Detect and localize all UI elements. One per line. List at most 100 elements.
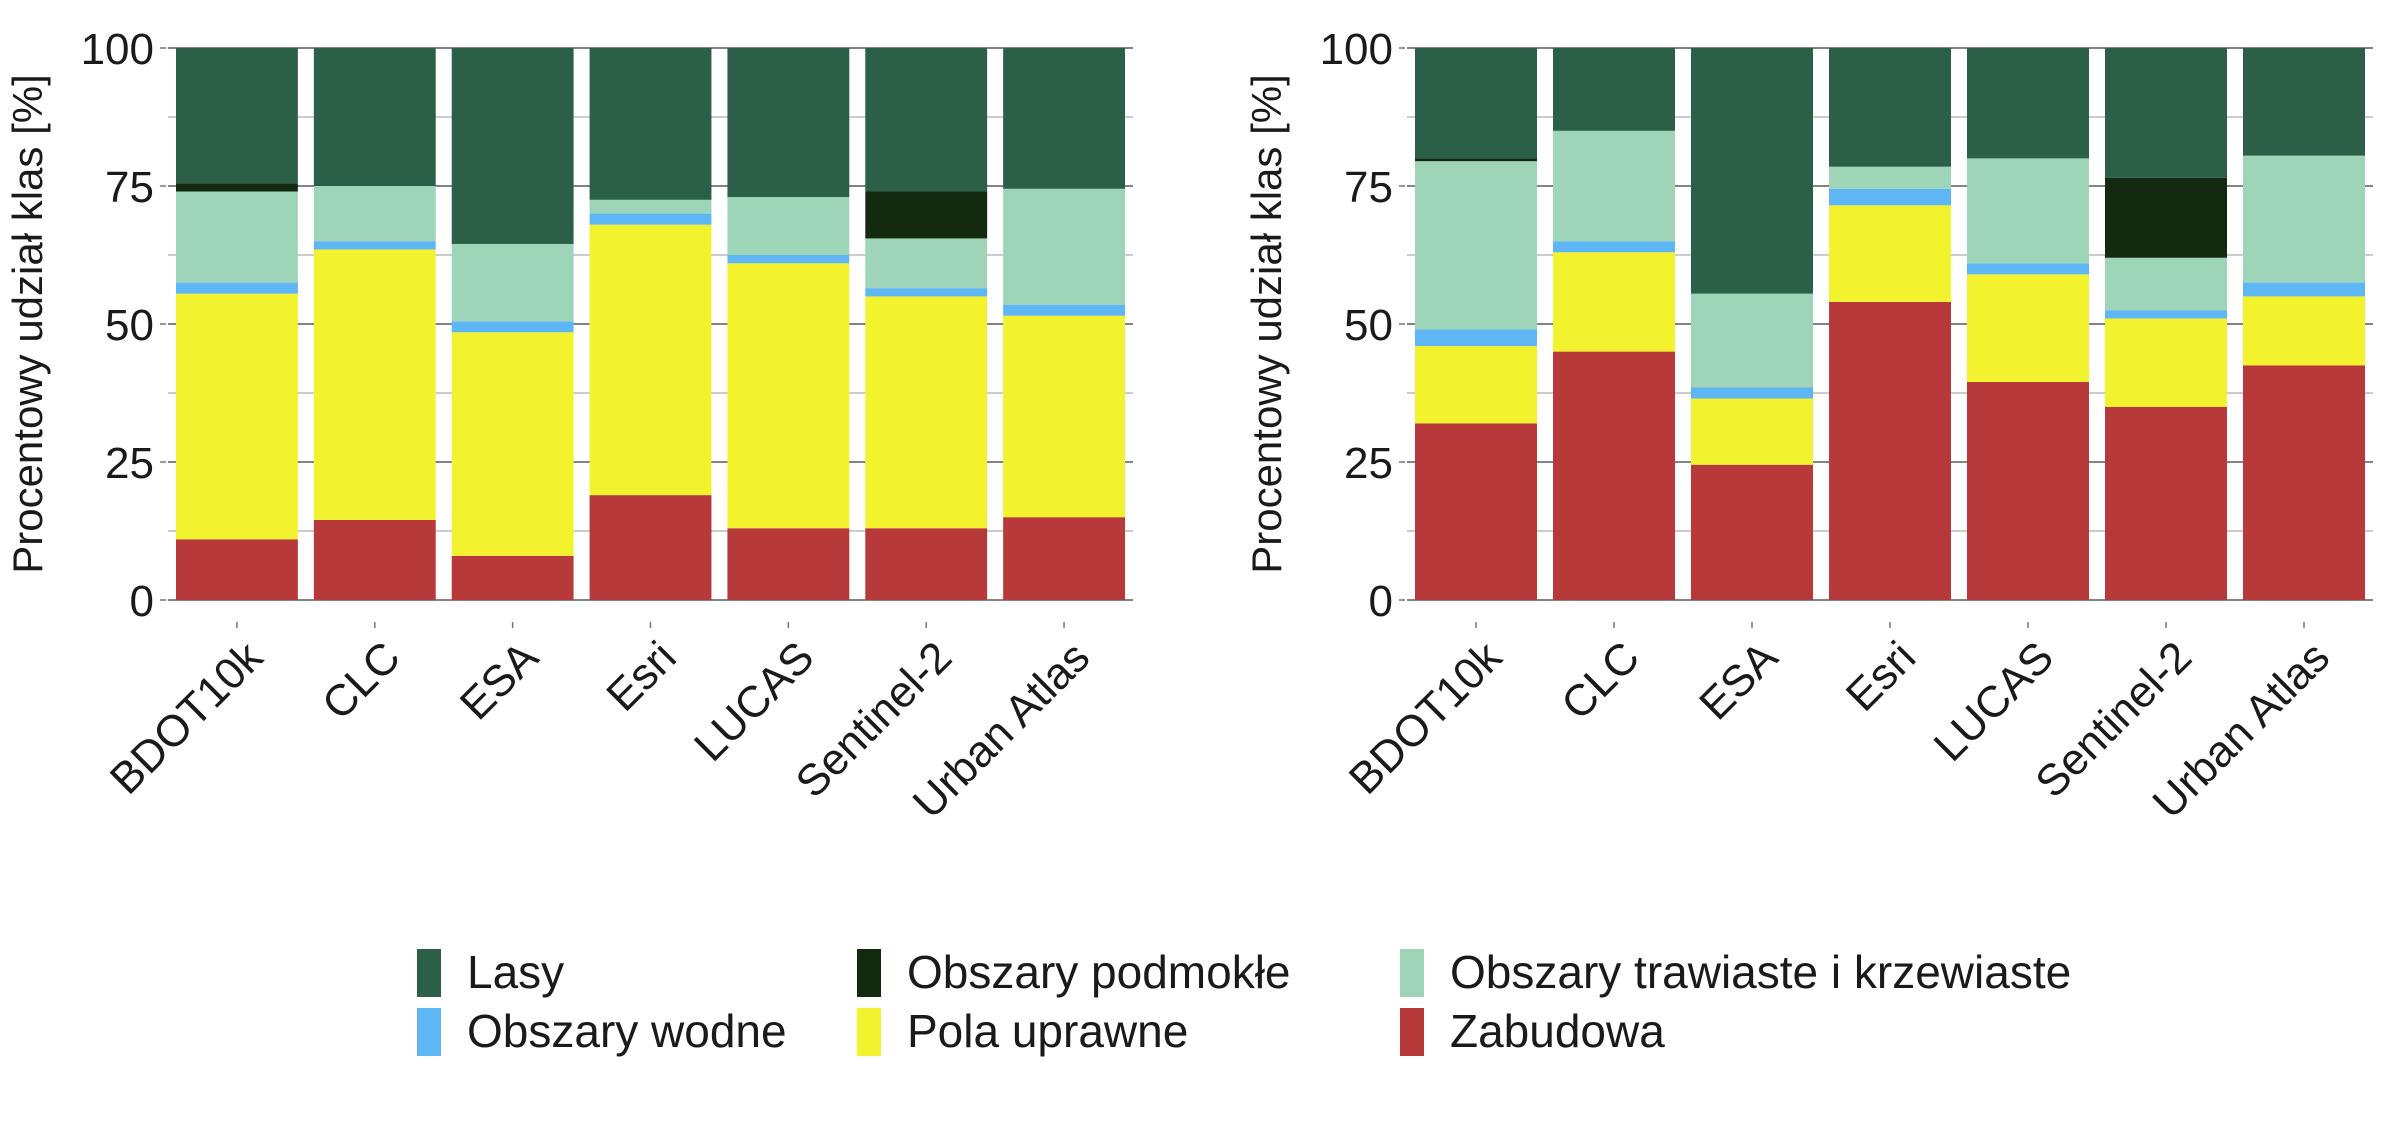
- bar-segment-zabudowa: [1553, 351, 1675, 600]
- bar-segment-obszary-wodne: [1553, 241, 1675, 253]
- legend-swatch-obszary-podmokłe: [857, 949, 881, 997]
- bar-segment-pola-uprawne: [313, 249, 436, 520]
- bar-segment-zabudowa: [865, 528, 988, 600]
- bar-segment-zabudowa: [1691, 464, 1813, 600]
- y-tick-label: 50: [1344, 301, 1393, 350]
- bar-segment-obszary-trawiaste-i-krzewiaste: [1003, 188, 1125, 305]
- bar-segment-obszary-wodne: [1967, 263, 2089, 275]
- bar-segment-pola-uprawne: [1829, 205, 1951, 302]
- x-tick-label: CLC: [1552, 632, 1649, 729]
- bar-segment-obszary-wodne: [313, 241, 436, 250]
- bar-segment-pola-uprawne: [1691, 398, 1813, 465]
- bar-segment-zabudowa: [1415, 423, 1537, 600]
- bar-segment-lasy: [2105, 48, 2227, 178]
- legend: Lasy Obszary wodne Obszary podmokłe Pola up…: [417, 946, 2071, 1057]
- legend-swatch-zabudowa: [1400, 1008, 1424, 1056]
- legend-label: Zabudowa: [1450, 1005, 1665, 1057]
- bar-segment-lasy: [176, 48, 298, 184]
- bar-segment-zabudowa: [313, 519, 436, 600]
- legend-swatch-obszary-trawiaste-i-krzewiaste: [1400, 949, 1424, 997]
- x-tick-label: Esri: [1837, 632, 1925, 720]
- x-tick-label: BDOT10k: [1340, 632, 1512, 804]
- bar-segment-lasy: [727, 48, 850, 198]
- bar-segment-obszary-wodne: [1829, 188, 1951, 206]
- x-tick-label: ESA: [1690, 632, 1787, 729]
- y-tick-label: 100: [1320, 25, 1393, 74]
- bar-segment-zabudowa: [1003, 517, 1125, 600]
- bar-segment-obszary-trawiaste-i-krzewiaste: [727, 197, 850, 255]
- bar-segment-obszary-trawiaste-i-krzewiaste: [1415, 161, 1537, 330]
- bar-segment-obszary-wodne: [2105, 310, 2227, 319]
- bar-segment-pola-uprawne: [1967, 274, 2089, 382]
- bar-segment-lasy: [1967, 48, 2089, 159]
- bar-segment-obszary-trawiaste-i-krzewiaste: [1967, 158, 2089, 264]
- bar-segment-pola-uprawne: [2105, 318, 2227, 407]
- bar-segment-lasy: [589, 48, 712, 200]
- x-tick-label: Esri: [597, 632, 685, 720]
- bar-segment-obszary-trawiaste-i-krzewiaste: [1829, 166, 1951, 189]
- legend-label: Lasy: [467, 946, 564, 998]
- bar-segment-zabudowa: [451, 555, 574, 600]
- bar-segment-pola-uprawne: [589, 224, 712, 496]
- bar-segment-obszary-trawiaste-i-krzewiaste: [2105, 257, 2227, 311]
- bar-segment-obszary-trawiaste-i-krzewiaste: [1553, 130, 1675, 242]
- bar-segment-obszary-podmokłe: [865, 191, 988, 239]
- bar-segment-pola-uprawne: [1553, 252, 1675, 352]
- bar-segment-obszary-wodne: [1415, 329, 1537, 347]
- x-tick-label: LUCAS: [1925, 632, 2063, 770]
- bar-segment-zabudowa: [1967, 381, 2089, 600]
- bar-segment-obszary-wodne: [589, 213, 712, 225]
- bar-segment-pola-uprawne: [1415, 346, 1537, 424]
- bar-segment-obszary-wodne: [865, 288, 988, 297]
- legend-label: Obszary trawiaste i krzewiaste: [1450, 946, 2071, 998]
- y-tick-label: 50: [105, 301, 154, 350]
- y-tick-label: 0: [1369, 577, 1393, 626]
- x-tick-label: BDOT10k: [101, 632, 273, 804]
- y-tick-label: 75: [1344, 163, 1393, 212]
- bar-segment-lasy: [1415, 48, 1537, 159]
- bar-segment-obszary-trawiaste-i-krzewiaste: [589, 199, 712, 214]
- bar-segment-lasy: [2243, 48, 2365, 156]
- bar-segment-obszary-trawiaste-i-krzewiaste: [176, 191, 298, 283]
- bar-segment-pola-uprawne: [1003, 315, 1125, 518]
- bar-segment-obszary-trawiaste-i-krzewiaste: [865, 238, 988, 289]
- legend-label: Pola uprawne: [907, 1005, 1188, 1057]
- bar-segment-zabudowa: [2105, 406, 2227, 600]
- bar-segment-lasy: [1829, 48, 1951, 167]
- bar-segment-obszary-podmokłe: [1415, 158, 1537, 162]
- x-tick-label: ESA: [451, 632, 548, 729]
- y-tick-label: 25: [1344, 439, 1393, 488]
- bar-segment-obszary-wodne: [1003, 304, 1125, 316]
- bar-segment-obszary-wodne: [451, 321, 574, 333]
- legend-swatch-obszary-wodne: [417, 1008, 441, 1056]
- bar-segment-obszary-wodne: [176, 282, 298, 294]
- bar-segment-pola-uprawne: [865, 296, 988, 529]
- legend-swatch-lasy: [417, 949, 441, 997]
- bar-segment-obszary-podmokłe: [2105, 177, 2227, 258]
- y-tick-label: 75: [105, 163, 154, 212]
- bar-segment-zabudowa: [1829, 301, 1951, 600]
- bar-segment-lasy: [1691, 48, 1813, 294]
- bar-segment-obszary-trawiaste-i-krzewiaste: [2243, 155, 2365, 283]
- bar-segment-lasy: [1553, 48, 1675, 131]
- bar-segment-zabudowa: [727, 528, 850, 600]
- y-axis-label: Procentowy udział klas [%]: [1243, 74, 1290, 574]
- bar-segment-lasy: [451, 48, 574, 244]
- bar-segment-pola-uprawne: [727, 263, 850, 529]
- bar-segment-obszary-trawiaste-i-krzewiaste: [1691, 293, 1813, 388]
- bar-segment-lasy: [1003, 48, 1125, 189]
- bar-segment-obszary-trawiaste-i-krzewiaste: [451, 243, 574, 322]
- y-axis-label: Procentowy udział klas [%]: [4, 74, 51, 574]
- x-tick-label: CLC: [313, 632, 410, 729]
- bar-segment-obszary-wodne: [2243, 282, 2365, 297]
- bar-segment-pola-uprawne: [2243, 296, 2365, 366]
- bar-segment-zabudowa: [2243, 365, 2365, 600]
- bar-segment-pola-uprawne: [176, 293, 298, 540]
- y-tick-label: 25: [105, 439, 154, 488]
- bar-segment-obszary-wodne: [727, 255, 850, 264]
- bar-segment-zabudowa: [589, 495, 712, 600]
- bar-segment-zabudowa: [176, 539, 298, 600]
- y-tick-label: 100: [81, 25, 154, 74]
